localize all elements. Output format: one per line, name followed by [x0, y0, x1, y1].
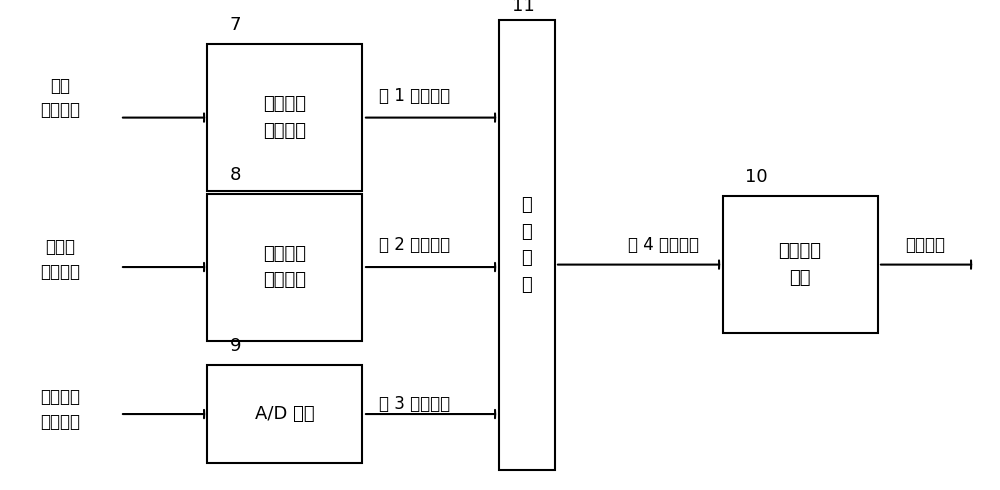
Text: 基准负压
校准模块: 基准负压 校准模块	[264, 245, 306, 289]
Text: 11: 11	[512, 0, 535, 15]
Text: 7: 7	[230, 16, 241, 34]
Text: 电极极性
检测模块: 电极极性 检测模块	[264, 96, 306, 140]
Text: A/D 模块: A/D 模块	[255, 405, 315, 423]
Text: 电极
模拟信号: 电极 模拟信号	[40, 76, 80, 120]
Text: 第 2 数字信号: 第 2 数字信号	[379, 236, 451, 254]
Text: 电场强度: 电场强度	[905, 236, 945, 254]
Text: 第 4 数字信号: 第 4 数字信号	[628, 236, 698, 254]
Bar	[499, 20, 555, 470]
Text: 第 1 数字信号: 第 1 数字信号	[379, 87, 451, 104]
Text: 场强转换
模块: 场强转换 模块	[778, 243, 822, 287]
Text: 控
制
模
块: 控 制 模 块	[522, 196, 532, 294]
Text: 9: 9	[230, 337, 241, 355]
Text: 10: 10	[745, 168, 768, 186]
Bar	[207, 44, 362, 191]
Text: 8: 8	[230, 166, 241, 184]
Bar	[207, 194, 362, 341]
Text: 第 3 数字信号: 第 3 数字信号	[379, 395, 451, 413]
Bar	[207, 365, 362, 463]
Text: 直流电
压负压值: 直流电 压负压值	[40, 238, 80, 281]
Bar	[722, 196, 878, 333]
Text: 探针模拟
电压信号: 探针模拟 电压信号	[40, 388, 80, 431]
